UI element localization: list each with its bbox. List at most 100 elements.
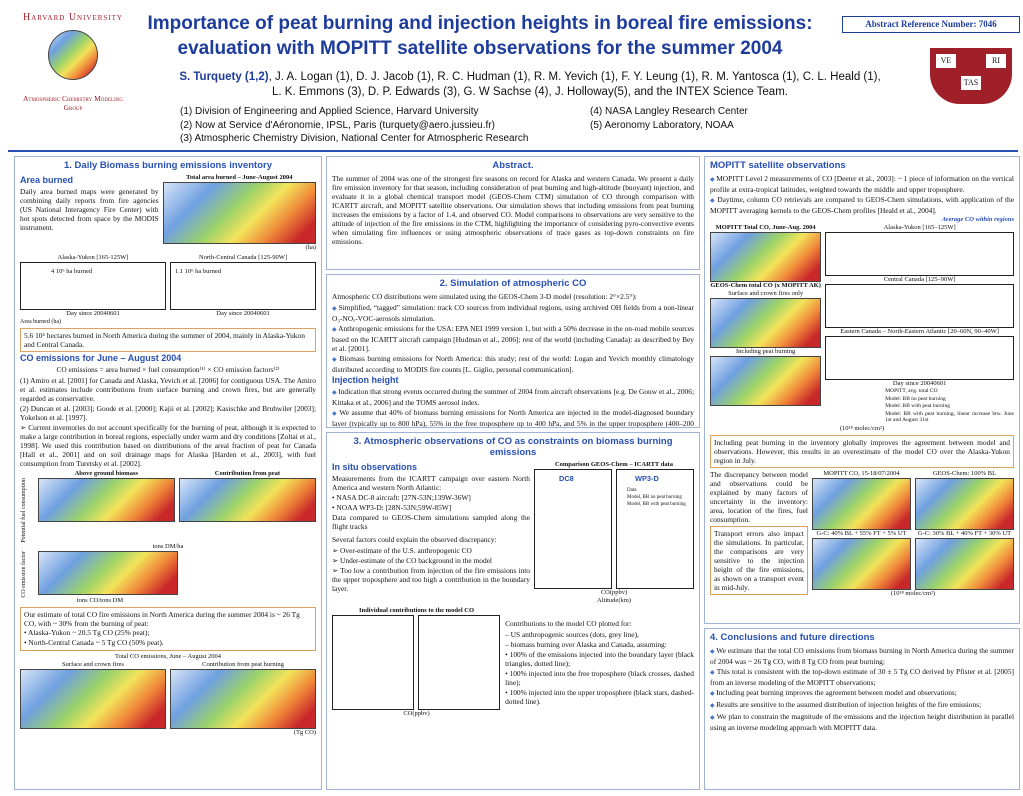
shield-text: RI (986, 54, 1006, 68)
section-title: 2. Simulation of atmospheric CO (439, 278, 587, 289)
subtitle: Area burned (20, 175, 74, 185)
list-item: • 100% of the emissions injected into th… (505, 650, 694, 668)
figure-title: Total CO emissions, June – August 2004 (115, 653, 221, 661)
map (38, 550, 178, 595)
list-item: Data (627, 488, 637, 493)
list: ➢ Over-estimate of the U.S. anthropogeni… (332, 546, 530, 593)
paragraph: Atmospheric CO distributions were simula… (332, 292, 637, 301)
list-item: Model: BB no peat burning (885, 395, 946, 402)
map (710, 232, 822, 282)
map-title: G-C: 30% BL + 40% FT + 30% UT (917, 529, 1012, 537)
list-item: MOPITT, avg. total CO (885, 388, 938, 394)
list-item: Daytime, column CO retrievals are compar… (710, 195, 1014, 215)
list-item: (1) Division of Engineering and Applied … (180, 106, 479, 117)
list-item: – US anthropogenic sources (dots, grey l… (505, 630, 639, 639)
x-label: Day since 20040601 (216, 310, 270, 317)
subtitle: CO emissions for June – August 2004 (20, 353, 182, 363)
map-title: Surface and crown fires (62, 661, 124, 669)
list-item: (4) NASA Langley Research Center (590, 106, 748, 117)
map-title: Contribution from peat (214, 470, 281, 477)
unit: (10¹⁸ molec/cm²) (890, 589, 936, 597)
list: – US anthropogenic sources (dots, grey l… (505, 630, 694, 706)
paragraph: Daily area burned maps were generated by… (20, 187, 159, 232)
plot (418, 615, 500, 710)
plot-title: Alaska-Yukon [165-125W] (57, 254, 129, 261)
list-item: Model: BB with peat burning, linear incr… (885, 410, 1014, 424)
row-label: CO emission factor (21, 550, 27, 598)
panel-label: DC8 (559, 474, 574, 483)
unit: (Tg CO) (293, 729, 316, 737)
plot: DC8 (534, 469, 612, 589)
map (170, 669, 316, 730)
title-line: Importance of peat burning and injection… (147, 13, 813, 34)
area-text: Area burned Daily area burned maps were … (20, 174, 159, 252)
estimate-items: • Alaska-Yukon ~ 20.5 Tg CO (25% peat); •… (24, 628, 312, 647)
estimate-text: Our estimate of total CO fire emissions … (24, 610, 300, 629)
list-item: Model, BB with peat burning (627, 502, 686, 507)
plot-panel: North-Central Canada [125-90W] 1.1 10⁶ h… (170, 254, 316, 318)
panel-label: WP3-D (635, 474, 659, 483)
list-item: • NASA DC-8 aircraft: [27N-53N;139W-36W] (332, 493, 471, 502)
list-item: – biomass burning over Alaska and Canada… (505, 640, 667, 649)
authors-text: , J. A. Logan (1), D. J. Jacob (1), R. C… (268, 71, 881, 83)
map-title: Surface and crown fires only (728, 290, 804, 297)
subtitle: Injection height (332, 375, 399, 385)
list-item: ➢ Under-estimate of the CO background in… (332, 556, 492, 565)
plot-title: Eastern Canada – North-Eastern Atlantic … (840, 328, 999, 335)
list-item: Results are sensitive to the assumed dis… (710, 700, 1014, 711)
list-item: We estimate that the total CO emissions … (710, 646, 1014, 666)
list-item: MOPITT Level 2 measurements of CO [Deete… (710, 174, 1014, 194)
map (812, 537, 911, 590)
list: MOPITT Level 2 measurements of CO [Deete… (710, 174, 1014, 215)
list-item: (1) Amiro et al. [2001] for Canada and A… (20, 376, 316, 403)
mopitt: MOPITT satellite observations MOPITT Lev… (704, 156, 1020, 624)
map-title: Including peat burning (736, 348, 796, 355)
abstract: Abstract. The summer of 2004 was one of … (326, 156, 700, 270)
list-item: We plan to constrain the magnitude of th… (710, 712, 1014, 732)
map (37, 478, 175, 522)
list-item: • 100% injected into the upper troposphe… (505, 688, 694, 706)
note: 5.6 10⁶ hectares burned in North America… (20, 328, 316, 352)
map-title: Contribution from peat burning (202, 661, 284, 669)
paragraph: Several factors could explain the observ… (332, 535, 497, 544)
list-item: • Alaska-Yukon ~ 20.5 Tg CO (25% peat); (24, 628, 150, 638)
section-1: 1. Daily Biomass burning emissions inven… (14, 156, 322, 790)
plot-note: 4 10⁶ ha burned (51, 268, 93, 275)
plot-title: Alaska-Yukon [165–125W] (883, 224, 956, 231)
list: We estimate that the total CO emissions … (710, 646, 1014, 732)
plot: 4 10⁶ ha burned (20, 262, 166, 310)
map (812, 477, 911, 530)
x-label: Day since 20040601 (66, 310, 120, 317)
plot (825, 284, 1014, 328)
list-item: (5) Aeronomy Laboratory, NOAA (590, 119, 734, 131)
paragraph: The discrepancy between model and observ… (710, 469, 808, 524)
plot-note: 1.1 10⁶ ha burned (175, 268, 221, 275)
paragraph: Transport errors also impact the simulat… (710, 525, 808, 595)
list-item: Model, BB no peat burning (627, 495, 682, 500)
unit: (10¹⁸ molec/cm²) (839, 424, 885, 432)
map (178, 478, 316, 522)
list-item: (2) Now at Service d'Aéronomie, IPSL, Pa… (180, 119, 495, 131)
map-title: Above ground biomass (74, 470, 139, 477)
estimate: Our estimate of total CO fire emissions … (20, 607, 316, 652)
list-item: Model: BB with peat burning (885, 403, 951, 409)
logo: Harvard University Atmospheric Chemistry… (8, 8, 138, 128)
list-item: ➢ Too low a contribution from injection … (332, 566, 530, 593)
x-label: Day since 20040601 (892, 380, 947, 387)
list-item: Including peat burning improves the agre… (710, 688, 1014, 699)
shield: VE RI TAS (930, 48, 1012, 104)
map (20, 669, 166, 730)
authors-text: L. K. Emmons (3), D. P. Edwards (3), G. … (272, 86, 788, 98)
paragraph: Contributions to the model CO plotted fo… (505, 619, 632, 628)
formula: CO emissions = area burned × fuel consum… (56, 365, 280, 374)
section-title: Abstract. (492, 160, 534, 171)
lead-author: S. Turquety (1,2) (179, 71, 269, 83)
list-item: Biomass burning emissions for North Amer… (332, 354, 694, 374)
list-item: This total is consistent with the top-do… (710, 667, 1014, 687)
authors: S. Turquety (1,2), J. A. Logan (1), D. J… (140, 70, 920, 100)
plot: 1.1 10⁶ ha burned (170, 262, 316, 310)
figure-title: Total area burned – June-August 2004 (186, 174, 293, 181)
logo-text-top: Harvard University (23, 12, 123, 23)
list-item: ➢ Over-estimate of the U.S. anthropogeni… (332, 546, 472, 555)
